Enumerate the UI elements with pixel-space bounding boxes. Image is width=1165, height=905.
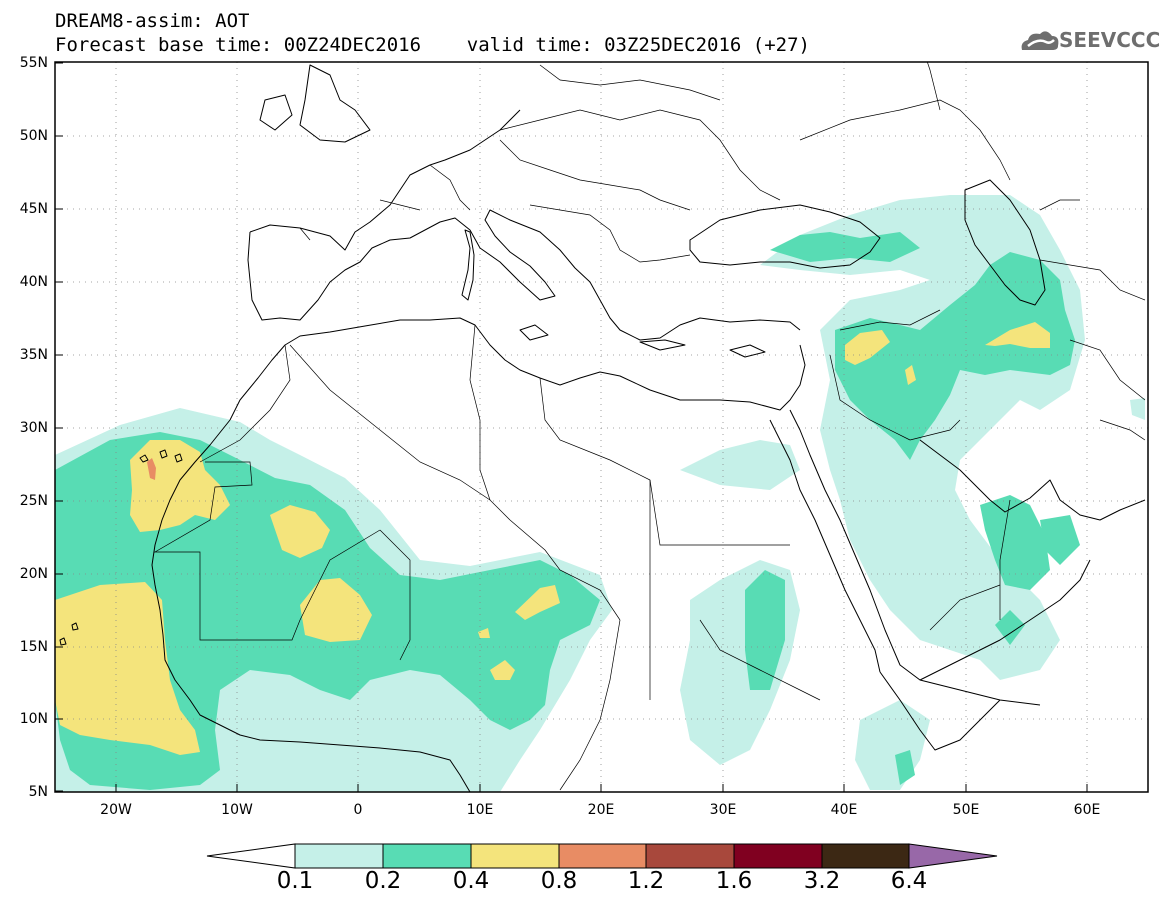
- lon-label: 10E: [466, 802, 494, 818]
- lat-label: 25N: [19, 493, 48, 509]
- lat-label: 45N: [19, 201, 48, 217]
- borders: [153, 62, 1146, 791]
- forecast-time-line: Forecast base time: 00Z24DEC2016 valid t…: [55, 34, 810, 56]
- colorbar-bin-4: [558, 843, 647, 869]
- coastlines: [59, 64, 1146, 792]
- lat-label: 35N: [19, 347, 48, 363]
- lon-label: 40E: [830, 802, 858, 818]
- axis-ticks: [55, 62, 1088, 792]
- aot-shading: [55, 62, 1148, 792]
- lon-label: 10W: [221, 802, 253, 818]
- grid-lines: [55, 62, 1148, 792]
- colorbar-label: 0.1: [276, 868, 314, 894]
- colorbar-bin-7: [821, 843, 910, 869]
- colorbar-label: 1.2: [627, 868, 665, 894]
- colorbar-under-triangle: [206, 843, 296, 869]
- lat-label: 30N: [19, 420, 48, 436]
- lat-label: 10N: [19, 711, 48, 727]
- seevccc-logo-text: SEEVCCC: [1059, 28, 1161, 52]
- lat-label: 15N: [19, 639, 48, 655]
- lon-label: 20W: [100, 802, 132, 818]
- cloud-logo-icon: [1021, 31, 1059, 50]
- colorbar-label: 0.4: [452, 868, 490, 894]
- lat-label: 5N: [28, 784, 48, 800]
- colorbar-label: 0.8: [540, 868, 578, 894]
- colorbar-over-triangle: [908, 843, 998, 869]
- colorbar: [206, 843, 998, 869]
- lon-label: 30E: [709, 802, 737, 818]
- lon-label: 60E: [1073, 802, 1101, 818]
- lon-label: 0: [353, 802, 363, 818]
- colorbar-label: 6.4: [890, 868, 928, 894]
- lat-label: 20N: [19, 566, 48, 582]
- colorbar-bin-1: [294, 843, 384, 869]
- lat-label: 50N: [19, 128, 48, 144]
- colorbar-label: 1.6: [715, 868, 753, 894]
- colorbar-bin-3: [470, 843, 560, 869]
- colorbar-label: 0.2: [364, 868, 402, 894]
- colorbar-bin-6: [733, 843, 823, 869]
- lat-label: 55N: [19, 55, 48, 71]
- colorbar-bin-5: [645, 843, 735, 869]
- lon-label: 50E: [952, 802, 980, 818]
- lon-label: 20E: [587, 802, 615, 818]
- colorbar-bin-2: [382, 843, 472, 869]
- colorbar-label: 3.2: [803, 868, 841, 894]
- lat-label: 40N: [19, 274, 48, 290]
- map-title: DREAM8-assim: AOT: [55, 10, 250, 32]
